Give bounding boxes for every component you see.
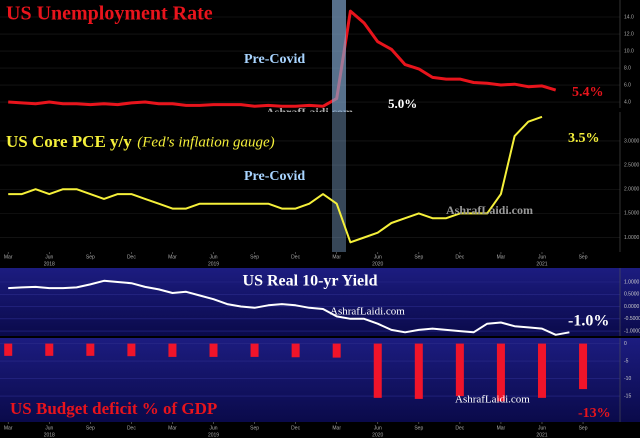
bar bbox=[291, 343, 300, 358]
x-tick-label: Mar bbox=[4, 254, 13, 260]
x-tick-label: Mar bbox=[497, 425, 506, 431]
annotation: AshrafLaidi.com bbox=[455, 394, 530, 406]
bar bbox=[45, 343, 54, 356]
x-tick-label: Mar bbox=[332, 254, 341, 260]
annotation: -13% bbox=[578, 406, 611, 421]
x-tick-label: Jun bbox=[374, 425, 382, 431]
bar bbox=[127, 343, 136, 357]
x-tick-label: Dec bbox=[127, 254, 136, 260]
x-tick-label: Mar bbox=[168, 425, 177, 431]
bar bbox=[250, 343, 259, 357]
x-tick-label: Dec bbox=[455, 254, 464, 260]
y-tick-label: 6.0 bbox=[624, 82, 631, 88]
y-tick-label: -10 bbox=[624, 376, 631, 382]
x-tick-label: Mar bbox=[497, 254, 506, 260]
x-tick-label: Jun bbox=[374, 254, 382, 260]
y-tick-label: -15 bbox=[624, 393, 631, 399]
panel-background bbox=[0, 0, 640, 108]
y-tick-label: 3.0000 bbox=[624, 138, 640, 144]
x-tick-label: Sep bbox=[250, 254, 259, 260]
bar bbox=[4, 343, 13, 356]
y-tick-label: 1.0000 bbox=[624, 235, 640, 241]
chart-title: US Real 10-yr Yield bbox=[243, 273, 378, 290]
x-tick-label: Dec bbox=[291, 254, 300, 260]
x-year-label: 2018 bbox=[44, 432, 55, 438]
x-year-label: 2021 bbox=[536, 432, 547, 438]
y-tick-label: 2.5000 bbox=[624, 162, 640, 168]
x-tick-label: Jun bbox=[538, 425, 546, 431]
panel-background bbox=[0, 112, 640, 252]
x-tick-label: Dec bbox=[455, 425, 464, 431]
x-year-label: 2019 bbox=[208, 261, 219, 267]
y-tick-label: 14.0 bbox=[624, 14, 634, 20]
x-tick-label: Sep bbox=[579, 425, 588, 431]
bar bbox=[414, 343, 423, 399]
x-tick-label: Mar bbox=[332, 425, 341, 431]
annotation: Pre-Covid bbox=[244, 169, 305, 184]
x-year-label: 2021 bbox=[536, 261, 547, 267]
chart-title: US Core PCE y/y bbox=[6, 132, 132, 151]
bar bbox=[168, 343, 177, 357]
x-tick-label: Jun bbox=[45, 254, 53, 260]
line bbox=[8, 279, 570, 336]
x-tick-label: Sep bbox=[86, 425, 95, 431]
x-tick-label: Dec bbox=[127, 425, 136, 431]
bar bbox=[86, 343, 95, 356]
x-year-label: 2020 bbox=[372, 432, 383, 438]
x-tick-label: Jun bbox=[45, 425, 53, 431]
y-tick-label: -1.0000 bbox=[624, 328, 640, 334]
annotation: Pre-Covid bbox=[244, 52, 305, 67]
x-tick-label: Sep bbox=[579, 254, 588, 260]
y-tick-label: 1.0000 bbox=[624, 279, 640, 285]
x-tick-label: Sep bbox=[250, 425, 259, 431]
annotation: AshrafLaidi.com bbox=[446, 203, 533, 217]
chart-title: US Unemployment Rate bbox=[6, 3, 213, 25]
x-tick-label: Jun bbox=[209, 254, 217, 260]
annotation: 5.0% bbox=[388, 96, 417, 111]
line bbox=[8, 115, 543, 244]
y-tick-label: 0.5000 bbox=[624, 292, 640, 298]
x-tick-label: Jun bbox=[209, 425, 217, 431]
x-tick-label: Mar bbox=[4, 425, 13, 431]
annotation: AshrafLaidi.com bbox=[330, 306, 405, 318]
annotation: 5.4% bbox=[572, 85, 604, 100]
bar bbox=[537, 343, 546, 398]
y-tick-label: 2.0000 bbox=[624, 187, 640, 193]
bar bbox=[332, 343, 341, 358]
x-year-label: 2019 bbox=[208, 432, 219, 438]
x-tick-label: Sep bbox=[414, 425, 423, 431]
bar bbox=[579, 343, 588, 390]
x-year-label: 2018 bbox=[44, 261, 55, 267]
chart-subtitle: (Fed's inflation gauge) bbox=[137, 134, 274, 150]
y-tick-label: -0.5000 bbox=[624, 316, 640, 322]
x-tick-label: Mar bbox=[168, 254, 177, 260]
y-tick-label: 8.0 bbox=[624, 65, 631, 71]
x-tick-label: Dec bbox=[291, 425, 300, 431]
panel-background bbox=[0, 338, 640, 422]
bar bbox=[496, 343, 505, 402]
y-tick-label: 12.0 bbox=[624, 31, 634, 37]
y-tick-label: -5 bbox=[624, 358, 629, 364]
bar bbox=[209, 343, 218, 357]
y-tick-label: 4.0 bbox=[624, 99, 631, 105]
panel-background bbox=[0, 268, 640, 336]
x-tick-label: Sep bbox=[414, 254, 423, 260]
chart-title: US Budget deficit % of GDP bbox=[10, 399, 217, 418]
covid-band bbox=[332, 0, 346, 112]
x-tick-label: Sep bbox=[86, 254, 95, 260]
line bbox=[8, 9, 557, 108]
y-tick-label: 0.0000 bbox=[624, 304, 640, 310]
covid-band bbox=[332, 0, 346, 252]
bar bbox=[373, 343, 382, 398]
x-tick-label: Jun bbox=[538, 254, 546, 260]
y-tick-label: 0 bbox=[624, 341, 627, 347]
y-tick-label: 10.0 bbox=[624, 48, 634, 54]
x-year-label: 2020 bbox=[372, 261, 383, 267]
bar bbox=[455, 343, 464, 397]
y-tick-label: 1.5000 bbox=[624, 211, 640, 217]
annotation: 3.5% bbox=[568, 131, 600, 146]
annotation: -1.0% bbox=[568, 313, 609, 330]
